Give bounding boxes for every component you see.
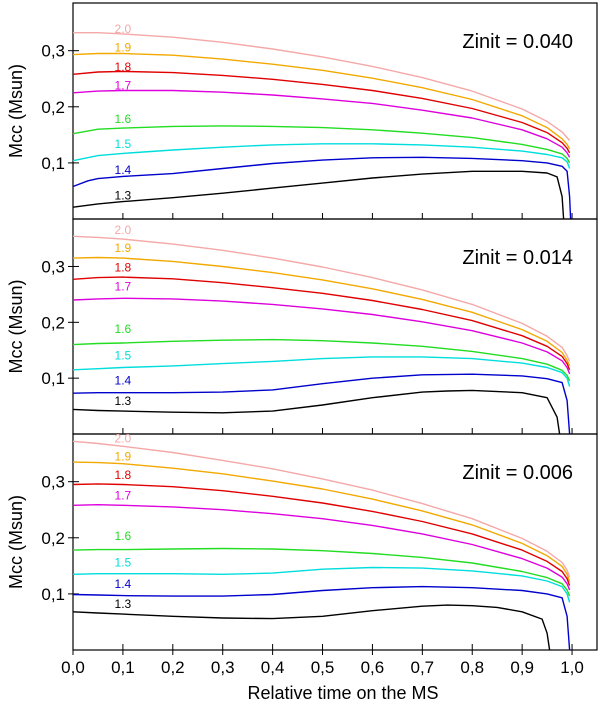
series-label-1.9: 1.9 — [115, 241, 132, 255]
series-line-1.9 — [72, 52, 571, 150]
series-line-1.8 — [72, 70, 571, 154]
series-line-1.6 — [72, 338, 571, 382]
series-line-2.0 — [72, 235, 571, 362]
series-line-1.4 — [72, 156, 572, 220]
series-line-1.3 — [72, 604, 551, 651]
series-label-2.0: 2.0 — [115, 22, 132, 36]
panel-2: 0,1 0,2 0,3 Mcc (Msun) Zinit = 0.014 2.0 1.9 1.… — [6, 218, 598, 435]
series-line-1.7 — [72, 504, 571, 591]
series-line-1.8 — [72, 483, 571, 586]
series-line-1.9 — [72, 461, 571, 582]
series-line-1.3 — [72, 389, 561, 435]
y-tick-label: 0,1 — [41, 369, 65, 388]
series-line-1.4 — [72, 585, 571, 651]
x-tick-label: 0,2 — [161, 658, 185, 677]
series-label-1.3: 1.3 — [115, 394, 132, 408]
y-tick-label: 0,2 — [41, 529, 65, 548]
series-line-1.6 — [72, 125, 571, 164]
series-line-1.9 — [72, 256, 571, 367]
series-line-2.0 — [72, 440, 571, 578]
series-label-1.4: 1.4 — [115, 163, 132, 177]
x-tick-label: 0,0 — [61, 658, 85, 677]
y-tick-label: 0,2 — [41, 98, 65, 117]
series-line-1.6 — [72, 547, 571, 597]
x-tick-label: 0,9 — [510, 658, 534, 677]
series-label-2.0: 2.0 — [115, 223, 132, 237]
series-label-1.8: 1.8 — [115, 60, 132, 74]
y-axis-title: Mcc (Msun) — [6, 280, 26, 374]
series-label-1.5: 1.5 — [115, 555, 132, 569]
series-label-1.3: 1.3 — [115, 597, 132, 611]
series-label-1.6: 1.6 — [115, 322, 132, 336]
series-label-1.9: 1.9 — [115, 449, 132, 463]
panel-title: Zinit = 0.014 — [462, 247, 573, 269]
series-line-1.8 — [72, 276, 571, 371]
x-tick-label: 0,8 — [460, 658, 484, 677]
series-label-1.3: 1.3 — [115, 188, 132, 202]
y-axis-title: Mcc (Msun) — [6, 495, 26, 589]
x-tick-label: 0,7 — [411, 658, 435, 677]
series-line-1.4 — [72, 373, 571, 435]
y-tick-label: 0,3 — [41, 473, 65, 492]
panel-1: 0,1 0,2 0,3 Mcc (Msun) Zinit = 0.040 2.0 1.9 1.… — [6, 2, 598, 220]
series-label-1.7: 1.7 — [115, 280, 132, 294]
x-axis-title: Relative time on the MS — [247, 683, 438, 703]
series-line-1.5 — [72, 566, 571, 603]
series-label-1.4: 1.4 — [115, 577, 132, 591]
x-tick-label: 0,5 — [311, 658, 335, 677]
series-label-1.6: 1.6 — [115, 529, 132, 543]
series-line-1.7 — [72, 89, 571, 158]
x-tick-label: 0,1 — [111, 658, 135, 677]
y-tick-label: 0,3 — [41, 42, 65, 61]
y-tick-label: 0,1 — [41, 154, 65, 173]
series-line-1.5 — [72, 143, 571, 169]
panel-frame — [72, 433, 598, 651]
x-tick-label: 0,3 — [211, 658, 235, 677]
panel-3: 0,1 0,2 0,3 0,0 0,1 0,2 0,3 0,4 0,5 0,6 0,7 0,8 0,9 1… — [6, 431, 598, 677]
series-label-1.4: 1.4 — [115, 373, 132, 387]
series-line-1.7 — [72, 297, 571, 374]
series-label-1.7: 1.7 — [115, 489, 132, 503]
panel-title: Zinit = 0.006 — [462, 462, 573, 484]
panel-title: Zinit = 0.040 — [462, 31, 573, 53]
series-label-1.6: 1.6 — [115, 112, 132, 126]
x-tick-label: 1,0 — [560, 658, 584, 677]
series-label-1.5: 1.5 — [115, 348, 132, 362]
series-label-1.7: 1.7 — [115, 78, 132, 92]
series-line-2.0 — [73, 32, 571, 141]
series-label-1.8: 1.8 — [115, 261, 132, 275]
x-tick-label: 0,4 — [261, 658, 285, 677]
series-label-1.5: 1.5 — [115, 137, 132, 151]
series-label-2.0: 2.0 — [115, 431, 132, 445]
y-axis-title: Mcc (Msun) — [6, 64, 26, 158]
y-tick-label: 0,2 — [41, 313, 65, 332]
series-label-1.8: 1.8 — [115, 468, 132, 482]
series-line-1.3 — [72, 170, 565, 220]
y-tick-label: 0,1 — [41, 585, 65, 604]
series-line-1.5 — [72, 356, 571, 387]
series-label-1.9: 1.9 — [115, 40, 132, 54]
x-tick-label: 0,6 — [361, 658, 385, 677]
y-tick-label: 0,3 — [41, 257, 65, 276]
